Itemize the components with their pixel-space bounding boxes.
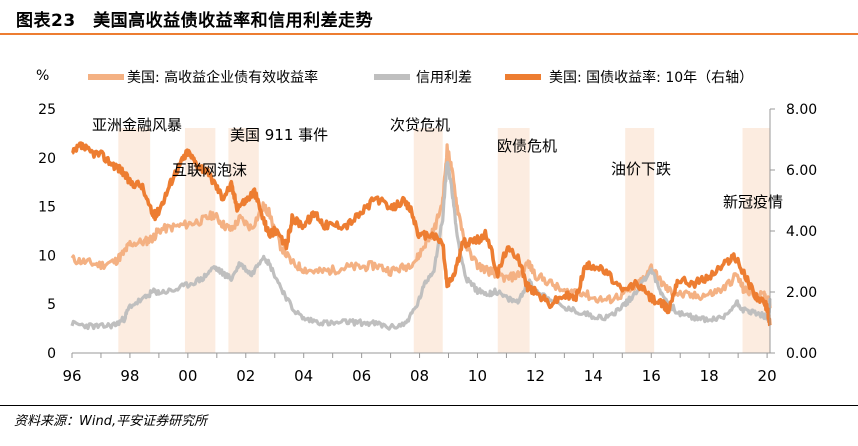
y-left-tick-label: 10 [38,248,56,264]
shaded-period-4 [497,128,530,353]
x-tick-label: 02 [236,367,255,385]
y-left-tick-label: 5 [47,297,56,313]
y-right-tick-label: 2.00 [786,285,817,301]
y-right-tick-label: 8.00 [786,102,817,118]
legend-label-0: 美国: 高收益企业债有效收益率 [127,69,318,86]
period-label-4: 欧债危机 [497,137,557,155]
x-tick-label: 14 [584,367,603,385]
period-label-5: 油价下跌 [611,160,671,178]
series-line-2 [71,141,772,327]
shaded-period-5 [625,128,655,353]
period-label-2: 美国 911 事件 [230,126,328,144]
period-label-1: 互联网泡沫 [172,161,247,179]
legend: 美国: 高收益企业债有效收益率 信用利差 美国: 国债收益率: 10年（右轴） [88,69,753,86]
period-label-3: 次贷危机 [390,116,450,134]
series-line-1 [70,160,772,331]
series-line-0 [70,143,772,310]
y-left-tick-label: 15 [38,200,56,216]
y-right-tick-label: 0.00 [786,346,817,362]
x-tick-label: 04 [294,367,313,385]
x-tick-label: 12 [526,367,545,385]
y-left-tick-label: 0 [47,346,56,362]
x-tick-label: 06 [352,367,371,385]
figure-title: 图表23 美国高收益债收益率和信用利差走势 [16,11,374,31]
x-tick-label: 10 [468,367,487,385]
x-tick-label: 98 [120,367,139,385]
x-tick-label: 08 [410,367,429,385]
x-tick-label: 16 [642,367,661,385]
y-right-tick-label: 4.00 [786,224,817,240]
x-tick-label: 18 [700,367,719,385]
x-tick-label: 00 [178,367,197,385]
period-label-6: 新冠疫情 [723,193,783,211]
title-rule [0,33,858,35]
source-rule [0,405,858,406]
source-note: 资料来源：Wind,平安证券研究所 [14,414,208,429]
legend-label-1: 信用利差 [416,70,472,86]
period-label-0: 亚洲金融风暴 [92,116,182,134]
x-tick-label: 20 [758,367,777,385]
y-left-unit-label: % [36,68,49,84]
axes: 0 5 10 15 20 25% 0.00 2.00 4.00 6.00 8.00 96 98 00 02 0… [36,68,817,385]
shaded-period-2 [228,128,259,353]
chart-svg: 0 5 10 15 20 25% 0.00 2.00 4.00 6.00 8.00 96 98 00 02 0… [36,68,817,385]
y-right-tick-label: 6.00 [786,163,817,179]
legend-label-2: 美国: 国债收益率: 10年（右轴） [549,69,753,86]
y-left-tick-label: 20 [38,151,56,167]
series-lines [70,141,772,331]
y-left-tick-label: 25 [38,102,56,118]
x-tick-label: 96 [62,367,81,385]
